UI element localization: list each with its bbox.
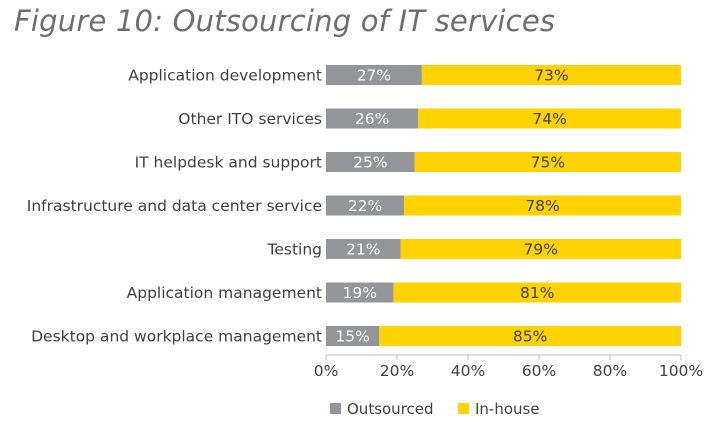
x-tick-label-40: 40% bbox=[451, 362, 485, 380]
bar-outsourced-infrastructure-and-data-center-service bbox=[326, 195, 405, 216]
bars-group: 27% 73% 26% 74% 25% 75% 22% 78% 21% 79% 19% 81% 15% 8… bbox=[326, 65, 681, 346]
x-tick-label-60: 60% bbox=[522, 362, 556, 380]
data-label-outsourced-it-helpdesk-and-support: 25% bbox=[353, 154, 387, 172]
x-tick-label-80: 80% bbox=[593, 362, 627, 380]
x-tick-label-20: 20% bbox=[380, 362, 414, 380]
bar-in-house-application-development bbox=[421, 65, 681, 85]
category-label-other-ito-services: Other ITO services bbox=[178, 110, 322, 128]
bar-outsourced-it-helpdesk-and-support bbox=[326, 152, 415, 172]
bar-in-house-desktop-and-workplace-management bbox=[379, 326, 681, 346]
bar-in-house-other-ito-services bbox=[418, 108, 681, 129]
data-label-in-house-application-management: 81% bbox=[520, 284, 554, 302]
legend: Outsourced In-house bbox=[330, 400, 540, 418]
legend-swatch-outsourced bbox=[330, 403, 341, 414]
x-tick-label-100: 100% bbox=[659, 362, 703, 380]
data-label-outsourced-application-development: 27% bbox=[357, 67, 391, 85]
x-tick-label-0: 0% bbox=[314, 362, 339, 380]
category-labels: Application development Other ITO service… bbox=[27, 67, 322, 346]
category-label-application-management: Application management bbox=[127, 284, 322, 302]
category-label-infrastructure-and-data-center-service: Infrastructure and data center service bbox=[27, 197, 322, 215]
data-label-outsourced-other-ito-services: 26% bbox=[355, 110, 389, 128]
bar-outsourced-testing bbox=[326, 239, 401, 259]
bar-in-house-application-management bbox=[393, 282, 681, 303]
bar-in-house-infrastructure-and-data-center-service bbox=[404, 195, 681, 216]
legend-label-in-house: In-house bbox=[475, 400, 540, 418]
bar-in-house-testing bbox=[400, 239, 681, 259]
bar-outsourced-other-ito-services bbox=[326, 108, 419, 129]
data-label-outsourced-testing: 21% bbox=[346, 241, 380, 259]
bar-in-house-it-helpdesk-and-support bbox=[414, 152, 681, 172]
data-label-outsourced-infrastructure-and-data-center-service: 22% bbox=[348, 197, 382, 215]
data-label-outsourced-desktop-and-workplace-management: 15% bbox=[335, 328, 369, 346]
category-label-desktop-and-workplace-management: Desktop and workplace management bbox=[31, 328, 322, 346]
data-label-in-house-desktop-and-workplace-management: 85% bbox=[513, 328, 547, 346]
bar-outsourced-application-development bbox=[326, 65, 422, 85]
data-label-in-house-it-helpdesk-and-support: 75% bbox=[531, 154, 565, 172]
data-label-in-house-infrastructure-and-data-center-service: 78% bbox=[525, 197, 559, 215]
bar-outsourced-desktop-and-workplace-management bbox=[326, 326, 380, 346]
legend-swatch-in-house bbox=[458, 403, 469, 414]
category-label-testing: Testing bbox=[267, 241, 323, 259]
data-label-in-house-testing: 79% bbox=[524, 241, 558, 259]
category-label-application-development: Application development bbox=[128, 67, 322, 85]
data-label-outsourced-application-management: 19% bbox=[342, 284, 376, 302]
legend-label-outsourced: Outsourced bbox=[347, 400, 434, 418]
chart-title: Figure 10: Outsourcing of IT services bbox=[14, 4, 556, 38]
data-label-in-house-other-ito-services: 74% bbox=[532, 110, 566, 128]
data-label-in-house-application-development: 73% bbox=[534, 67, 568, 85]
x-axis: 0% 20% 40% 60% 80% 100% bbox=[314, 354, 703, 380]
bar-outsourced-application-management bbox=[326, 282, 394, 303]
category-label-it-helpdesk-and-support: IT helpdesk and support bbox=[135, 154, 322, 172]
